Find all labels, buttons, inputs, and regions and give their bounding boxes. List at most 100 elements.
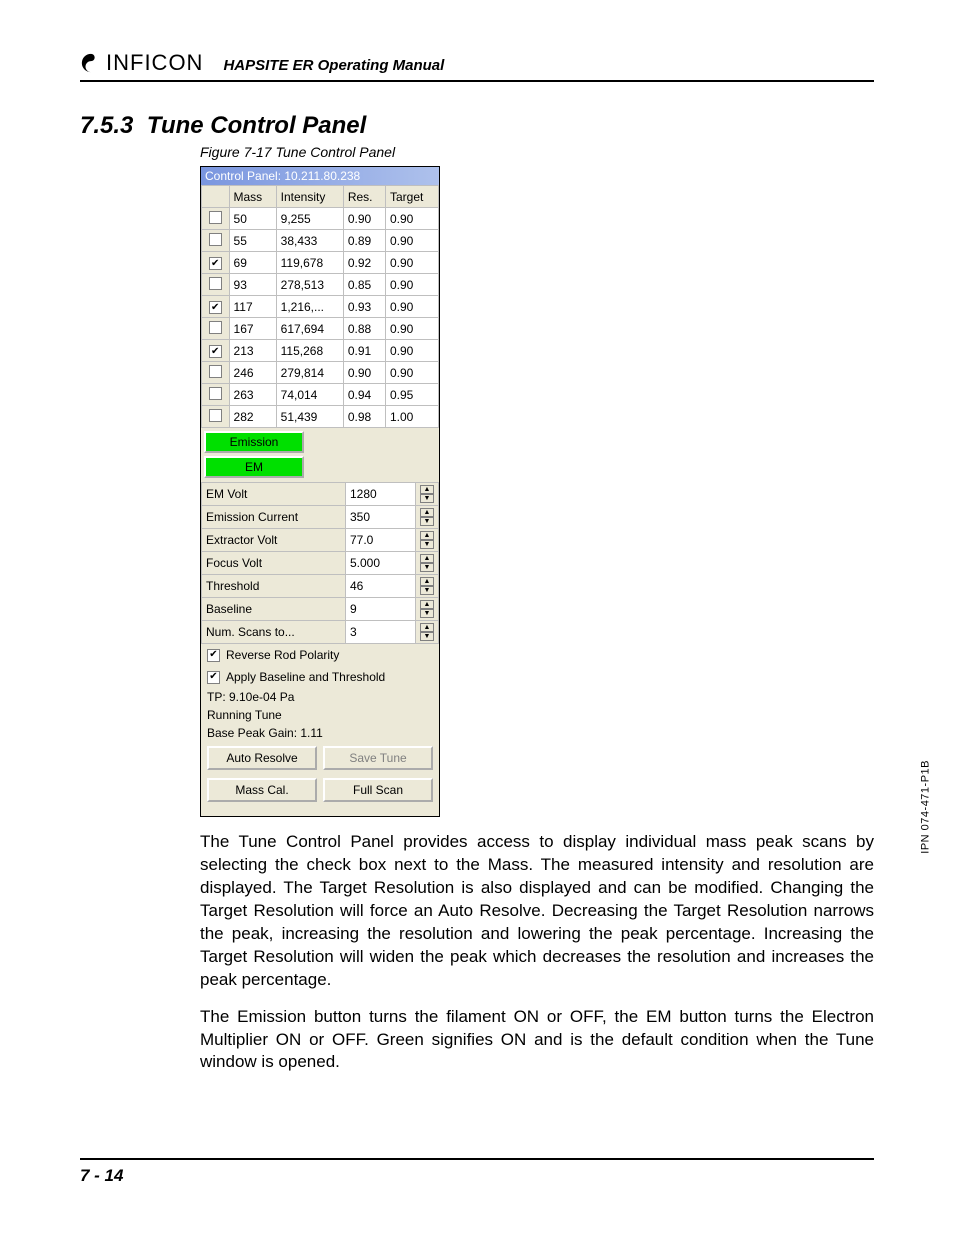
mass-cell-target[interactable]: 0.90: [385, 208, 438, 230]
mass-row-checkbox[interactable]: [209, 409, 222, 422]
mass-cell-target[interactable]: 0.90: [385, 340, 438, 362]
spinner-down-icon[interactable]: ▼: [420, 586, 434, 595]
param-label: Num. Scans to...: [202, 621, 346, 644]
spinner-up-icon[interactable]: ▲: [420, 554, 434, 563]
figure-caption: Figure 7-17 Tune Control Panel: [200, 144, 874, 160]
mass-row-checkbox[interactable]: [209, 233, 222, 246]
param-value[interactable]: 9: [346, 598, 416, 621]
mass-cell-target[interactable]: 0.90: [385, 318, 438, 340]
mass-cell-intensity: 51,439: [276, 406, 343, 428]
mass-cell-intensity: 279,814: [276, 362, 343, 384]
brand-text: INFICON: [106, 50, 203, 76]
mass-cell-intensity: 74,014: [276, 384, 343, 406]
table-row: 1171,216,...0.930.90: [202, 296, 439, 318]
mass-row-checkbox[interactable]: [209, 301, 222, 314]
spinner-down-icon[interactable]: ▼: [420, 540, 434, 549]
spinner-up-icon[interactable]: ▲: [420, 485, 434, 494]
spinner-up-icon[interactable]: ▲: [420, 623, 434, 632]
mass-row-checkbox[interactable]: [209, 277, 222, 290]
param-value[interactable]: 3: [346, 621, 416, 644]
manual-title: HAPSITE ER Operating Manual: [223, 57, 444, 76]
mass-row-checkbox[interactable]: [209, 321, 222, 334]
mass-cell-target[interactable]: 0.95: [385, 384, 438, 406]
spinner-up-icon[interactable]: ▲: [420, 508, 434, 517]
mass-cell-intensity: 278,513: [276, 274, 343, 296]
param-label: Extractor Volt: [202, 529, 346, 552]
mass-row-checkbox[interactable]: [209, 257, 222, 270]
spinner-up-icon[interactable]: ▲: [420, 577, 434, 586]
param-value[interactable]: 350: [346, 506, 416, 529]
reverse-polarity-checkbox[interactable]: [207, 649, 220, 662]
param-row: EM Volt1280▲▼: [202, 483, 439, 506]
mass-cell-mass: 69: [229, 252, 276, 274]
table-row: 213115,2680.910.90: [202, 340, 439, 362]
spinner-down-icon[interactable]: ▼: [420, 517, 434, 526]
spinner[interactable]: ▲▼: [420, 554, 434, 572]
table-row: 509,2550.900.90: [202, 208, 439, 230]
param-row: Baseline9▲▼: [202, 598, 439, 621]
spinner-down-icon[interactable]: ▼: [420, 563, 434, 572]
page: INFICON HAPSITE ER Operating Manual 7.5.…: [80, 50, 874, 1074]
brand-logo: INFICON: [80, 50, 203, 76]
param-value[interactable]: 5.000: [346, 552, 416, 575]
mass-cell-mass: 55: [229, 230, 276, 252]
params-table: EM Volt1280▲▼Emission Current350▲▼Extrac…: [201, 482, 439, 644]
mass-cal-button[interactable]: Mass Cal.: [207, 778, 317, 802]
mass-cell-res: 0.91: [343, 340, 385, 362]
mass-row-checkbox[interactable]: [209, 345, 222, 358]
emission-button[interactable]: Emission: [204, 431, 304, 453]
mass-table-header: [202, 186, 230, 208]
full-scan-button[interactable]: Full Scan: [323, 778, 433, 802]
param-value[interactable]: 77.0: [346, 529, 416, 552]
mass-cell-intensity: 617,694: [276, 318, 343, 340]
spinner-down-icon[interactable]: ▼: [420, 632, 434, 641]
page-header: INFICON HAPSITE ER Operating Manual: [80, 50, 874, 82]
tp-value: TP: 9.10e-04 Pa: [201, 688, 439, 706]
mass-cell-target[interactable]: 0.90: [385, 296, 438, 318]
mass-table-header: Mass: [229, 186, 276, 208]
mass-cell-target[interactable]: 0.90: [385, 252, 438, 274]
apply-baseline-checkbox[interactable]: [207, 671, 220, 684]
spinner[interactable]: ▲▼: [420, 600, 434, 618]
mass-row-checkbox[interactable]: [209, 387, 222, 400]
mass-cell-res: 0.93: [343, 296, 385, 318]
param-value[interactable]: 1280: [346, 483, 416, 506]
spinner[interactable]: ▲▼: [420, 485, 434, 503]
param-row: Focus Volt5.000▲▼: [202, 552, 439, 575]
spinner-up-icon[interactable]: ▲: [420, 531, 434, 540]
mass-cell-mass: 263: [229, 384, 276, 406]
param-row: Extractor Volt77.0▲▼: [202, 529, 439, 552]
apply-baseline-option[interactable]: Apply Baseline and Threshold: [201, 666, 439, 688]
spinner[interactable]: ▲▼: [420, 577, 434, 595]
mass-cell-mass: 246: [229, 362, 276, 384]
mass-cell-target[interactable]: 0.90: [385, 274, 438, 296]
auto-resolve-button[interactable]: Auto Resolve: [207, 746, 317, 770]
mass-row-checkbox[interactable]: [209, 211, 222, 224]
spinner-down-icon[interactable]: ▼: [420, 609, 434, 618]
mass-row-checkbox[interactable]: [209, 365, 222, 378]
mass-cell-res: 0.89: [343, 230, 385, 252]
table-row: 246279,8140.900.90: [202, 362, 439, 384]
spinner[interactable]: ▲▼: [420, 623, 434, 641]
mass-cell-target[interactable]: 1.00: [385, 406, 438, 428]
spinner-up-icon[interactable]: ▲: [420, 600, 434, 609]
mass-cell-target[interactable]: 0.90: [385, 362, 438, 384]
mass-cell-res: 0.98: [343, 406, 385, 428]
mass-cell-mass: 50: [229, 208, 276, 230]
param-label: Focus Volt: [202, 552, 346, 575]
em-button[interactable]: EM: [204, 456, 304, 478]
reverse-polarity-option[interactable]: Reverse Rod Polarity: [201, 644, 439, 666]
param-value[interactable]: 46: [346, 575, 416, 598]
spinner[interactable]: ▲▼: [420, 531, 434, 549]
mass-cell-res: 0.88: [343, 318, 385, 340]
mass-cell-res: 0.92: [343, 252, 385, 274]
spinner-down-icon[interactable]: ▼: [420, 494, 434, 503]
gain-value: Base Peak Gain: 1.11: [201, 724, 439, 742]
table-row: 28251,4390.981.00: [202, 406, 439, 428]
mass-cell-intensity: 115,268: [276, 340, 343, 362]
spinner[interactable]: ▲▼: [420, 508, 434, 526]
status-buttons: Emission: [201, 428, 439, 453]
save-tune-button[interactable]: Save Tune: [323, 746, 433, 770]
mass-cell-target[interactable]: 0.90: [385, 230, 438, 252]
window-titlebar: Control Panel: 10.211.80.238: [201, 167, 439, 185]
